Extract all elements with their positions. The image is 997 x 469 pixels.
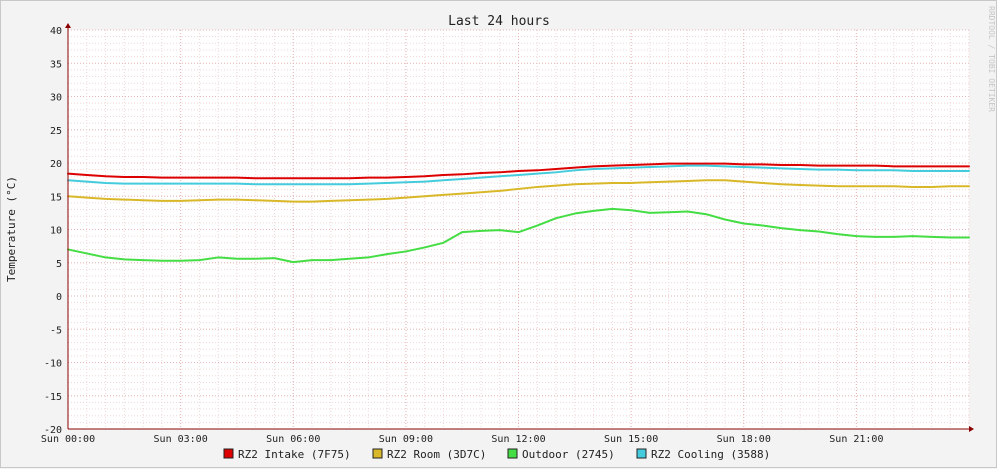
series-line-4 <box>67 164 970 186</box>
legend-label: RZ2 Room (3D7C) <box>387 448 486 461</box>
legend-swatch <box>372 448 383 459</box>
y-tick-label: 25 <box>50 126 62 137</box>
series-line-3 <box>67 207 970 264</box>
x-tick-label: Sun 12:00 <box>491 434 545 445</box>
watermark: RRDTOOL / TOBI OETIKER <box>987 6 996 112</box>
chart-title: Last 24 hours <box>448 14 550 29</box>
legend-label: RZ2 Cooling (3588) <box>651 448 770 461</box>
series-line-1 <box>67 162 970 180</box>
y-tick-label: 20 <box>50 159 62 170</box>
x-tick-label: Sun 06:00 <box>266 434 320 445</box>
x-tick-label: Sun 09:00 <box>379 434 433 445</box>
y-tick-label: -10 <box>44 359 62 370</box>
legend-label: RZ2 Intake (7F75) <box>238 448 351 461</box>
legend-swatch <box>223 448 234 459</box>
legend-label: Outdoor (2745) <box>522 448 615 461</box>
y-tick-label: -5 <box>50 325 62 336</box>
x-tick-labels: Sun 00:00 Sun 03:00 Sun 06:00 Sun 09:00 Sun … <box>41 434 884 445</box>
y-tick-label: 35 <box>50 59 62 70</box>
y-tick-label: 15 <box>50 192 62 203</box>
x-tick-label: Sun 18:00 <box>717 434 771 445</box>
grid-layer <box>67 29 970 430</box>
y-tick-label: 0 <box>56 292 62 303</box>
x-tick-label: Sun 21:00 <box>829 434 883 445</box>
legend-swatch <box>507 448 518 459</box>
series-line-2 <box>67 179 970 203</box>
y-tick-label: 40 <box>50 26 62 37</box>
y-tick-label: 10 <box>50 226 62 237</box>
y-tick-label: 30 <box>50 93 62 104</box>
x-tick-label: Sun 15:00 <box>604 434 658 445</box>
series-layer <box>67 162 970 264</box>
y-axis-arrow-icon <box>65 23 71 28</box>
x-tick-label: Sun 00:00 <box>41 434 95 445</box>
x-tick-label: Sun 03:00 <box>154 434 208 445</box>
legend-swatch <box>636 448 647 459</box>
y-tick-label: -20 <box>44 425 62 436</box>
y-tick-label: 5 <box>56 259 62 270</box>
legend: RZ2 Intake (7F75) RZ2 Room (3D7C) Outdoor … <box>223 448 770 461</box>
y-tick-label: -15 <box>44 392 62 403</box>
x-axis-arrow-icon <box>969 426 974 432</box>
y-axis-label: Temperature (°C) <box>5 176 18 282</box>
y-tick-labels: -20 -15 -10 -5 0 5 10 15 20 25 30 35 40 <box>44 26 62 436</box>
axis-layer <box>65 23 974 432</box>
